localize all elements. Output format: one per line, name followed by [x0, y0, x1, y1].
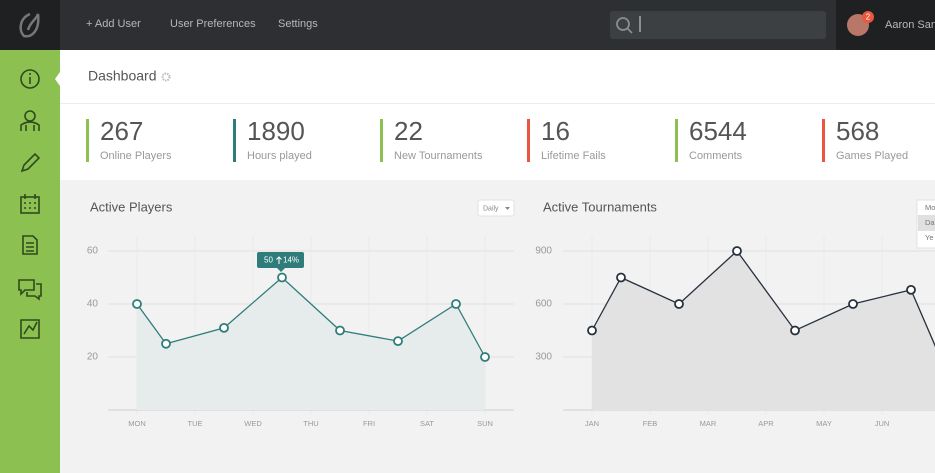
tooltip-pointer: [277, 268, 285, 272]
user-icon[interactable]: [24, 110, 36, 122]
chart-icon[interactable]: [20, 319, 40, 339]
nav-item[interactable]: Settings: [278, 18, 318, 30]
chart-title: Active Tournaments: [543, 199, 657, 214]
x-tick-label: MON: [128, 419, 146, 428]
line: [136, 276, 486, 358]
dropdown-caret: [505, 207, 510, 210]
nav-item[interactable]: User Preferences: [170, 18, 256, 30]
stat-accent: [86, 119, 89, 162]
x-tick-label: MAR: [700, 419, 717, 428]
point[interactable]: [848, 299, 858, 309]
nav-item[interactable]: + Add User: [86, 18, 141, 30]
search-box[interactable]: [610, 11, 826, 39]
point[interactable]: [219, 322, 229, 333]
x-tick-label: SAT: [420, 419, 434, 428]
x-tick-label: MAY: [816, 419, 832, 428]
stats-row: [60, 103, 935, 180]
sidebar: [0, 50, 60, 473]
header: [60, 50, 935, 103]
x-tick-label: FRI: [363, 419, 375, 428]
stat-value: 568: [836, 116, 879, 146]
stat-label: Online Players: [100, 150, 172, 162]
legend-item[interactable]: Da: [925, 218, 935, 227]
tooltip: [257, 252, 304, 268]
stat-label: New Tournaments: [394, 150, 483, 162]
stat-accent: [822, 119, 825, 162]
active-indicator: [55, 72, 60, 86]
legend-item[interactable]: Mo: [925, 203, 935, 212]
y-tick-label: 20: [87, 352, 99, 363]
stat-label: Games Played: [836, 150, 908, 162]
point[interactable]: [616, 272, 626, 283]
y-tick-label: 40: [87, 299, 99, 310]
y-tick-label: 60: [87, 246, 99, 257]
logo: [19, 12, 40, 38]
line: [591, 250, 935, 348]
y-tick-label: 900: [535, 246, 552, 257]
x-tick-label: SUN: [477, 419, 493, 428]
x-tick-label: TUE: [188, 419, 203, 428]
notification-badge: [862, 11, 874, 23]
point[interactable]: [732, 246, 742, 256]
pencil-icon[interactable]: [20, 152, 41, 173]
point[interactable]: [393, 336, 403, 347]
stat-accent: [233, 119, 236, 162]
search-icon: [616, 17, 630, 31]
x-tick-label: WED: [244, 419, 262, 428]
search-icon-handle: [626, 27, 633, 34]
point[interactable]: [335, 325, 345, 336]
settings-gear[interactable]: [161, 72, 171, 82]
chat-icon[interactable]: [18, 279, 42, 301]
x-tick-label: JUN: [875, 419, 890, 428]
stat-value: 1890: [247, 116, 305, 146]
stat-accent: [675, 119, 678, 162]
notification-count: 2: [866, 13, 871, 22]
user-name[interactable]: Aaron Sana: [885, 19, 935, 31]
page-title: Dashboard: [88, 68, 157, 84]
stat-value: 22: [394, 116, 423, 146]
document-icon[interactable]: [22, 235, 38, 255]
x-tick-label: THU: [303, 419, 318, 428]
point[interactable]: [277, 272, 287, 283]
point[interactable]: [480, 352, 490, 362]
info-icon-dot: [29, 73, 31, 75]
point[interactable]: [161, 338, 171, 349]
point[interactable]: [132, 299, 142, 309]
x-tick-label: JAN: [585, 419, 599, 428]
x-tick-label: APR: [758, 419, 774, 428]
point[interactable]: [451, 299, 461, 309]
user-icon-body: [20, 121, 40, 131]
stat-label: Hours played: [247, 150, 312, 162]
tooltip-change: 14%: [283, 256, 299, 265]
point[interactable]: [906, 284, 916, 295]
y-tick-label: 600: [535, 299, 552, 310]
period-dropdown-label[interactable]: Daily: [483, 205, 499, 212]
stat-value: 16: [541, 116, 570, 146]
stat-value: 267: [100, 116, 143, 146]
period-dropdown[interactable]: [477, 199, 515, 217]
calendar-icon[interactable]: [20, 196, 40, 214]
area: [592, 251, 935, 410]
area: [137, 277, 485, 410]
tooltip-value: 50: [264, 256, 273, 265]
legend-item[interactable]: Ye: [925, 233, 934, 242]
stat-label: Comments: [689, 150, 743, 162]
point[interactable]: [674, 299, 684, 309]
tooltip-arrow: [276, 256, 282, 264]
stat-accent: [380, 119, 383, 162]
x-tick-label: FEB: [643, 419, 658, 428]
point[interactable]: [587, 325, 597, 336]
point[interactable]: [790, 325, 800, 336]
calendar-icon-detail: [24, 194, 36, 209]
stat-accent: [527, 119, 530, 162]
legend-active: [918, 215, 935, 231]
info-icon[interactable]: [20, 69, 40, 89]
stat-value: 6544: [689, 116, 747, 146]
chart-title: Active Players: [90, 199, 173, 214]
y-tick-label: 300: [535, 352, 552, 363]
sidebar-icons: [18, 69, 42, 339]
stat-label: Lifetime Fails: [541, 150, 606, 162]
